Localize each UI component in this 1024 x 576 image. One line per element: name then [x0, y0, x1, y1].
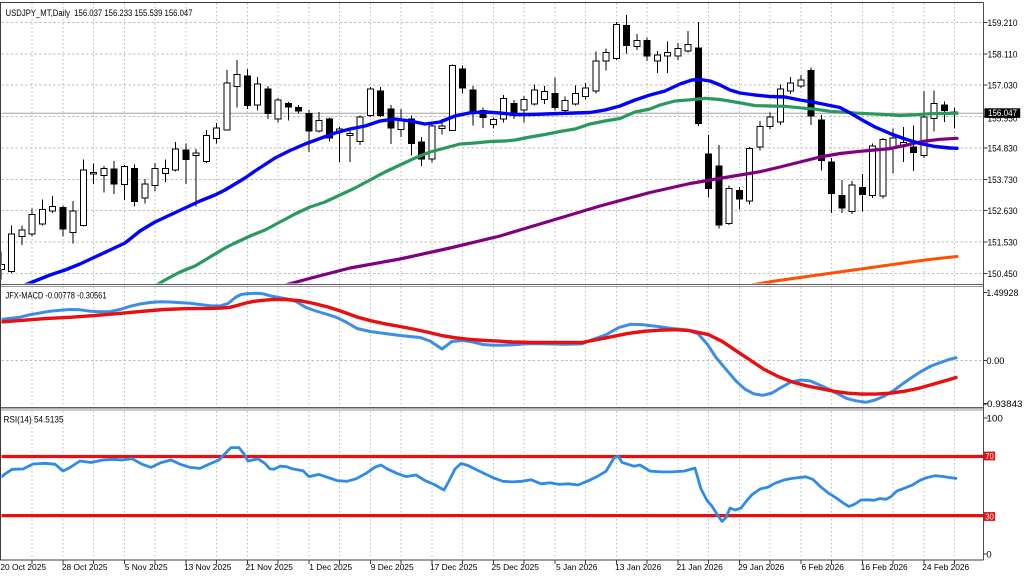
svg-text:0.00: 0.00: [986, 356, 1004, 367]
svg-text:30: 30: [985, 512, 994, 521]
svg-text:100: 100: [986, 414, 1003, 425]
svg-text:28 Oct 2025: 28 Oct 2025: [62, 562, 108, 572]
svg-text:24 Feb 2026: 24 Feb 2026: [922, 562, 969, 572]
svg-text:159.210: 159.210: [988, 18, 1018, 29]
svg-text:152.630: 152.630: [988, 206, 1018, 217]
svg-text:USDJPY_MT,Daily 156.037 156.2: USDJPY_MT,Daily 156.037 156.233 155.539 …: [6, 8, 193, 18]
svg-text:9 Dec 2025: 9 Dec 2025: [371, 562, 414, 572]
svg-text:20 Oct 2025: 20 Oct 2025: [0, 562, 46, 572]
svg-text:155.950: 155.950: [988, 114, 1018, 125]
svg-text:17 Dec 2025: 17 Dec 2025: [430, 562, 478, 572]
svg-text:153.730: 153.730: [988, 175, 1018, 186]
svg-text:6 Feb 2026: 6 Feb 2026: [802, 562, 845, 572]
svg-text:70: 70: [985, 452, 994, 461]
svg-text:-0.93843: -0.93843: [984, 399, 1023, 410]
svg-text:154.830: 154.830: [988, 143, 1018, 154]
svg-text:16 Feb 2026: 16 Feb 2026: [861, 562, 908, 572]
svg-text:21 Jan 2026: 21 Jan 2026: [677, 562, 723, 572]
svg-text:1 Dec 2025: 1 Dec 2025: [309, 562, 352, 572]
svg-text:156.047: 156.047: [988, 108, 1017, 118]
svg-text:0: 0: [986, 550, 991, 561]
svg-text:5 Jan 2026: 5 Jan 2026: [556, 562, 598, 572]
svg-text:13 Nov 2025: 13 Nov 2025: [184, 562, 232, 572]
svg-text:JFX-MACD -0.00778 -0.30561: JFX-MACD -0.00778 -0.30561: [6, 291, 107, 301]
svg-text:1.49928: 1.49928: [986, 288, 1018, 299]
svg-text:158.110: 158.110: [988, 49, 1018, 60]
svg-text:RSI(14) 54.5135: RSI(14) 54.5135: [4, 415, 64, 425]
svg-text:25 Dec 2025: 25 Dec 2025: [491, 562, 539, 572]
svg-text:21 Nov 2025: 21 Nov 2025: [245, 562, 293, 572]
svg-text:5 Nov 2025: 5 Nov 2025: [125, 562, 168, 572]
svg-text:157.030: 157.030: [988, 81, 1018, 92]
svg-text:150.450: 150.450: [988, 269, 1018, 280]
svg-text:13 Jan 2026: 13 Jan 2026: [615, 562, 661, 572]
svg-text:151.530: 151.530: [988, 237, 1018, 248]
svg-text:29 Jan 2026: 29 Jan 2026: [738, 562, 784, 572]
